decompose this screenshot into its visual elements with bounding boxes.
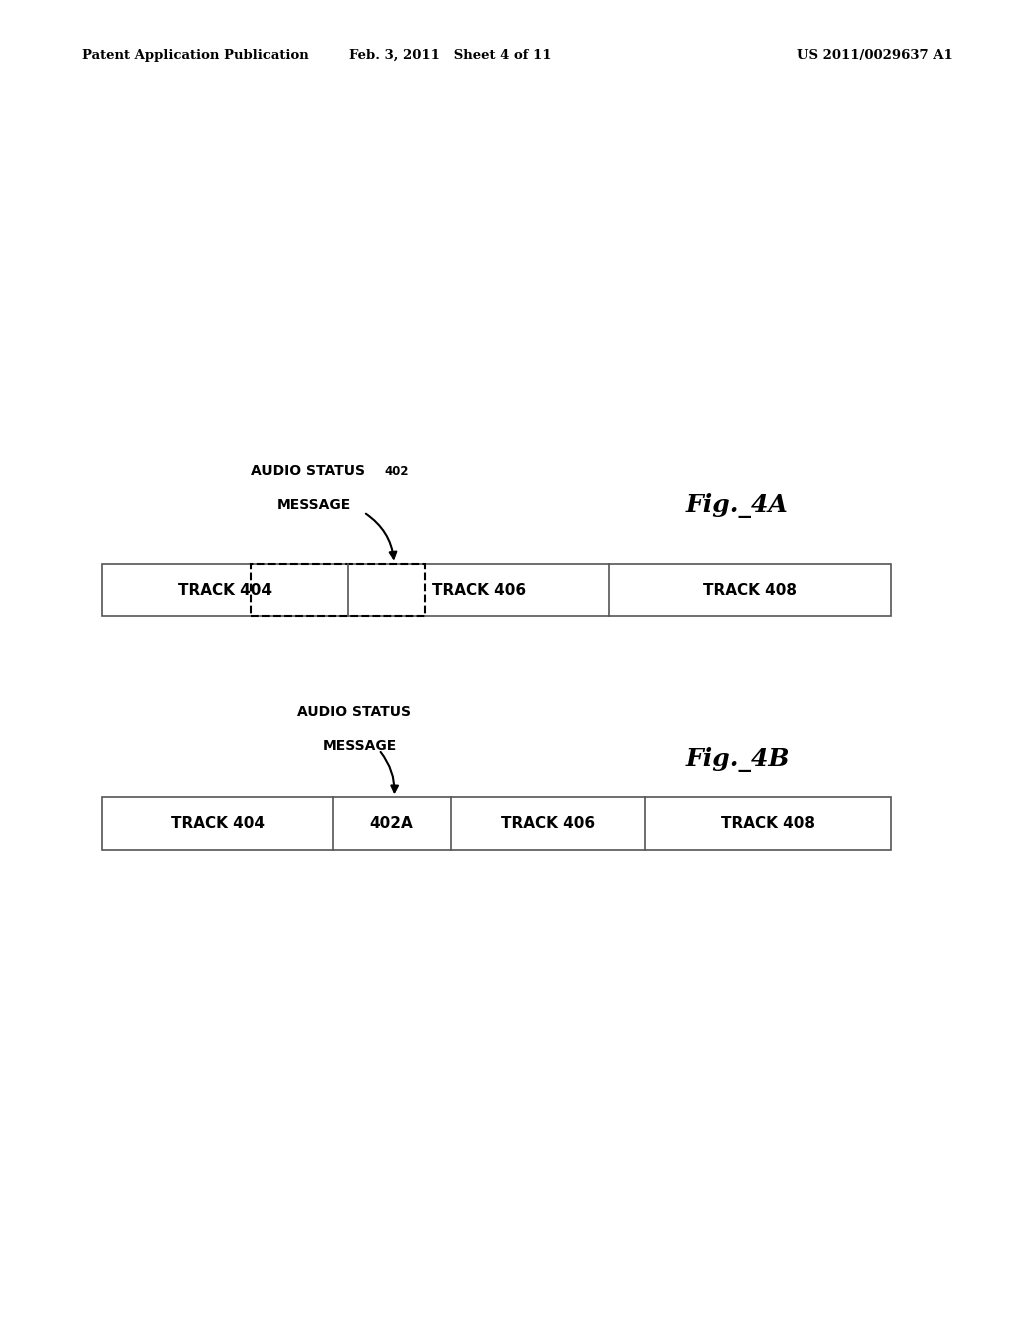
Text: TRACK 406: TRACK 406	[432, 582, 525, 598]
Text: TRACK 404: TRACK 404	[171, 816, 264, 832]
Text: 402: 402	[384, 465, 409, 478]
Text: 402A: 402A	[370, 816, 414, 832]
Text: TRACK 404: TRACK 404	[178, 582, 272, 598]
Bar	[102, 564, 891, 616]
Text: Feb. 3, 2011   Sheet 4 of 11: Feb. 3, 2011 Sheet 4 of 11	[349, 49, 552, 62]
Bar	[251, 564, 425, 616]
Text: TRACK 406: TRACK 406	[501, 816, 595, 832]
Text: AUDIO STATUS: AUDIO STATUS	[251, 463, 365, 478]
Text: TRACK 408: TRACK 408	[703, 582, 797, 598]
Text: MESSAGE: MESSAGE	[276, 498, 351, 512]
Bar	[102, 797, 891, 850]
Text: MESSAGE: MESSAGE	[323, 739, 397, 754]
Text: AUDIO STATUS: AUDIO STATUS	[297, 705, 411, 719]
Text: US 2011/0029637 A1: US 2011/0029637 A1	[797, 49, 952, 62]
Text: Fig._4A: Fig._4A	[686, 494, 788, 517]
Text: Fig._4B: Fig._4B	[686, 747, 791, 771]
Text: Patent Application Publication: Patent Application Publication	[82, 49, 308, 62]
Text: TRACK 408: TRACK 408	[721, 816, 815, 832]
